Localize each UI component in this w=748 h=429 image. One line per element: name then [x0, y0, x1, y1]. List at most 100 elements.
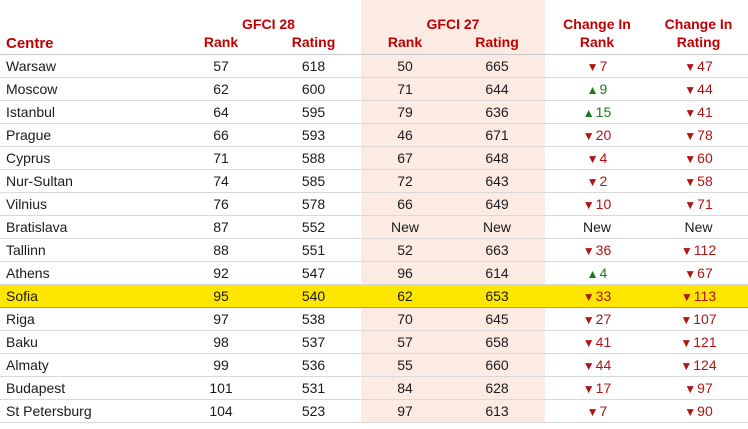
triangle-down-icon: ▼: [582, 313, 595, 327]
cell-centre: Nur-Sultan: [0, 169, 176, 193]
triangle-down-icon: ▼: [684, 106, 697, 120]
change-value: 4: [599, 265, 608, 281]
cell-rank-27: 50: [361, 54, 449, 78]
change-value: 10: [595, 196, 612, 212]
change-value: New: [684, 219, 713, 235]
cell-centre: St Petersburg: [0, 399, 176, 423]
cell-change-rank: ▼2: [545, 169, 649, 193]
cell-rating-28: 547: [266, 261, 361, 285]
triangle-down-icon: ▼: [680, 336, 693, 350]
cell-rank-27: 84: [361, 376, 449, 400]
cell-rating-27: 644: [449, 77, 545, 101]
cell-rating-28: 536: [266, 353, 361, 377]
cell-centre: Vilnius: [0, 192, 176, 216]
cell-change-rank: ▲4: [545, 261, 649, 285]
header-change-rating-line2: Rating: [676, 34, 721, 50]
cell-rating-28: 552: [266, 215, 361, 239]
change-value: 20: [595, 127, 612, 143]
cell-rating-27: 653: [449, 284, 545, 308]
cell-rank-27: 70: [361, 307, 449, 331]
cell-change-rating: ▼44: [649, 77, 748, 101]
triangle-down-icon: ▼: [684, 267, 697, 281]
cell-centre: Sofia: [0, 284, 176, 308]
triangle-down-icon: ▼: [582, 290, 595, 304]
table-row: Istanbul 64 595 79 636 ▲15 ▼41: [0, 100, 748, 124]
cell-centre: Cyprus: [0, 146, 176, 170]
triangle-down-icon: ▼: [684, 405, 697, 419]
change-value: 112: [693, 242, 717, 258]
triangle-down-icon: ▼: [680, 290, 693, 304]
triangle-down-icon: ▼: [680, 313, 693, 327]
change-value: 107: [693, 311, 717, 327]
cell-rank-27: 96: [361, 261, 449, 285]
change-value: 4: [599, 150, 608, 166]
cell-rating-28: 551: [266, 238, 361, 262]
cell-rank-27: 79: [361, 100, 449, 124]
cell-rating-28: 578: [266, 192, 361, 216]
change-value: 67: [697, 265, 713, 281]
cell-change-rank: ▲15: [545, 100, 649, 124]
triangle-down-icon: ▼: [582, 336, 595, 350]
cell-change-rating: ▼78: [649, 123, 748, 147]
cell-rating-27: 643: [449, 169, 545, 193]
cell-rank-28: 66: [176, 123, 266, 147]
change-value: 44: [697, 81, 713, 97]
cell-rating-27: 663: [449, 238, 545, 262]
cell-centre: Warsaw: [0, 54, 176, 78]
table-row: Budapest 101 531 84 628 ▼17 ▼97: [0, 376, 748, 400]
cell-change-rank: New: [545, 215, 649, 239]
table-body: Warsaw 57 618 50 665 ▼7 ▼47 Moscow 62 600 71 644 ▲9 ▼…: [0, 54, 748, 423]
table-header: Centre GFCI 28 GFCI 27 Change In Change …: [0, 0, 748, 55]
header-rating-28: Rating: [291, 34, 336, 50]
table-row: Warsaw 57 618 50 665 ▼7 ▼47: [0, 54, 748, 78]
change-value: 90: [697, 403, 713, 419]
cell-rank-28: 57: [176, 54, 266, 78]
change-value: 9: [599, 81, 608, 97]
header-rating-27: Rating: [449, 34, 545, 55]
cell-rating-27: 614: [449, 261, 545, 285]
cell-rank-27: 67: [361, 146, 449, 170]
cell-change-rating: ▼58: [649, 169, 748, 193]
triangle-down-icon: ▼: [582, 359, 595, 373]
change-value: 71: [697, 196, 713, 212]
triangle-up-icon: ▲: [582, 106, 595, 120]
cell-rank-28: 76: [176, 192, 266, 216]
cell-change-rating: ▼47: [649, 54, 748, 78]
change-value: 78: [697, 127, 713, 143]
cell-change-rating: ▼71: [649, 192, 748, 216]
header-gfci28: GFCI 28: [242, 16, 295, 32]
header-rank-27: Rank: [361, 34, 449, 55]
header-gfci27: GFCI 27: [361, 0, 545, 34]
cell-change-rank: ▼44: [545, 353, 649, 377]
cell-change-rank: ▼17: [545, 376, 649, 400]
table-row: Tallinn 88 551 52 663 ▼36 ▼112: [0, 238, 748, 262]
triangle-down-icon: ▼: [684, 175, 697, 189]
cell-rating-28: 618: [266, 54, 361, 78]
change-value: 7: [599, 58, 608, 74]
cell-rating-28: 537: [266, 330, 361, 354]
table-row: St Petersburg 104 523 97 613 ▼7 ▼90: [0, 399, 748, 423]
header-rank-28: Rank: [203, 34, 239, 50]
triangle-down-icon: ▼: [582, 382, 595, 396]
cell-rank-28: 97: [176, 307, 266, 331]
table-row: Nur-Sultan 74 585 72 643 ▼2 ▼58: [0, 169, 748, 193]
cell-rating-27: 671: [449, 123, 545, 147]
cell-rating-27: 649: [449, 192, 545, 216]
cell-rank-28: 104: [176, 399, 266, 423]
cell-rank-27: 57: [361, 330, 449, 354]
header-change-rank-line1: Change In: [563, 16, 631, 32]
cell-centre: Baku: [0, 330, 176, 354]
cell-change-rank: ▼4: [545, 146, 649, 170]
header-centre: Centre: [6, 35, 54, 52]
cell-change-rating: ▼121: [649, 330, 748, 354]
cell-change-rating: ▼90: [649, 399, 748, 423]
triangle-up-icon: ▲: [586, 83, 599, 97]
cell-change-rating: ▼60: [649, 146, 748, 170]
cell-rank-28: 74: [176, 169, 266, 193]
change-value: 33: [595, 288, 612, 304]
cell-rank-27: 52: [361, 238, 449, 262]
cell-rank-27: 55: [361, 353, 449, 377]
cell-centre: Tallinn: [0, 238, 176, 262]
change-value: 121: [693, 334, 717, 350]
triangle-down-icon: ▼: [680, 359, 693, 373]
